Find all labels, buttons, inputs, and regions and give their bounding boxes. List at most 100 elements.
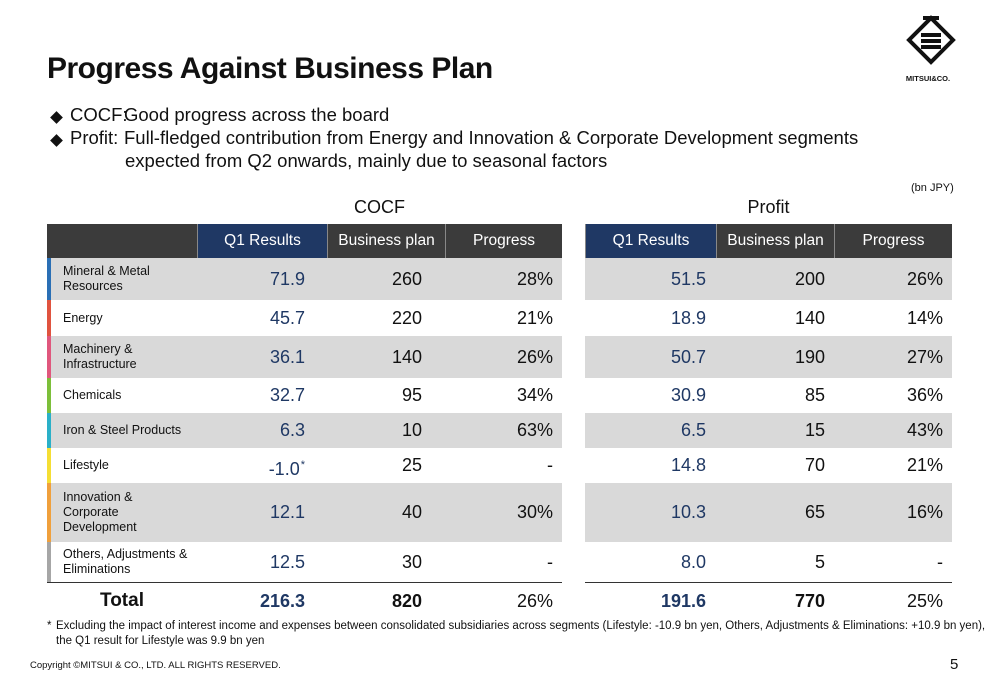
- segment-name: Lifestyle: [63, 458, 109, 472]
- cell: -: [834, 542, 943, 582]
- cell: 36.1: [197, 336, 305, 378]
- cell: 260: [327, 258, 422, 300]
- column-header: Progress: [834, 224, 952, 258]
- cell-value: 26%: [516, 347, 553, 367]
- cell: 27%: [834, 336, 943, 378]
- cell: 36%: [834, 378, 943, 413]
- footnote: Excluding the impact of interest income …: [56, 620, 986, 632]
- cell-value: -: [547, 552, 553, 572]
- cell-value: 45.7: [269, 308, 305, 328]
- row-bg: [47, 483, 562, 542]
- cell: 70: [716, 448, 825, 483]
- note-mark: *: [300, 459, 305, 471]
- total-cell: 770: [794, 591, 825, 611]
- bullet-text: expected from Q2 onwards, mainly due to …: [125, 150, 608, 171]
- cell: 6.5: [585, 413, 706, 448]
- cell: 30.9: [585, 378, 706, 413]
- segment-name: Energy: [63, 310, 103, 325]
- cell-value: 34%: [516, 385, 553, 405]
- cell-value: 30: [401, 552, 422, 572]
- segment-name: Machinery & Infrastructure: [63, 342, 137, 371]
- cell: 140: [327, 336, 422, 378]
- footnote: the Q1 result for Lifestyle was 9.9 bn y…: [56, 635, 265, 647]
- cell-value: 12.5: [269, 552, 305, 572]
- cell-value: 70: [804, 455, 825, 475]
- cell-value: 12.1: [269, 502, 305, 522]
- cell: 15: [716, 413, 825, 448]
- copyright: Copyright ©MITSUI & CO., LTD. ALL RIGHTS…: [30, 660, 281, 671]
- segment-color: [47, 542, 51, 582]
- cell-value: 15: [804, 420, 825, 440]
- segment-color: [47, 483, 51, 542]
- cell-value: 85: [804, 385, 825, 405]
- row-bg: [585, 483, 952, 542]
- cell: 30%: [445, 483, 553, 542]
- logo-text: MITSUI&CO.: [905, 74, 951, 83]
- total-cell: 216.3: [259, 591, 305, 611]
- cell-value: 140: [794, 308, 825, 328]
- segment-name: Iron & Steel Products: [63, 423, 182, 437]
- cell: 21%: [834, 448, 943, 483]
- total-label: Total: [100, 590, 144, 611]
- total-cell: 25%: [906, 591, 943, 611]
- column-header: Progress: [445, 224, 562, 258]
- cell-value: 65: [804, 502, 825, 522]
- group-title: COCF: [354, 197, 405, 217]
- bullet-text: Full-fledged contribution from Energy an…: [124, 127, 859, 148]
- cell: 10: [327, 413, 422, 448]
- cell: 16%: [834, 483, 943, 542]
- bullet-label: COCF:: [70, 104, 128, 125]
- column-header: Q1 Results: [197, 224, 327, 258]
- cell: 63%: [445, 413, 553, 448]
- total-cell: 191.6: [660, 591, 706, 611]
- cell-value: 36%: [906, 385, 943, 405]
- cell-value: 190: [794, 347, 825, 367]
- cell: 45.7: [197, 300, 305, 336]
- row-bg: [47, 413, 562, 448]
- cell-value: 10.3: [670, 502, 706, 522]
- cell: 14%: [834, 300, 943, 336]
- bullet-icon: [50, 134, 63, 147]
- row-bg: [585, 258, 952, 300]
- cell: 30: [327, 542, 422, 582]
- bullet-text: Good progress across the board: [124, 104, 390, 125]
- cell-value: 25: [401, 455, 422, 475]
- cell: -: [445, 448, 553, 483]
- segment-color: [47, 258, 51, 300]
- cell: 5: [716, 542, 825, 582]
- segment-name: Chemicals: [63, 388, 122, 402]
- segment-color: [47, 336, 51, 378]
- cell: 190: [716, 336, 825, 378]
- row-bg: [585, 413, 952, 448]
- total-line: [585, 582, 952, 583]
- cell: -: [445, 542, 553, 582]
- logo: [906, 15, 956, 65]
- column-header: Business plan: [327, 224, 445, 258]
- row-bg: [585, 336, 952, 378]
- segment-name: Innovation & Corporate Development: [63, 490, 137, 534]
- cell-value: 50.7: [670, 347, 706, 367]
- cell: 14.8: [585, 448, 706, 483]
- cell-value: 32.7: [269, 385, 305, 405]
- cell: 34%: [445, 378, 553, 413]
- cell-value: 63%: [516, 420, 553, 440]
- cell-value: 14.8: [670, 455, 706, 475]
- cell: 12.5: [197, 542, 305, 582]
- cell-value: 40: [401, 502, 422, 522]
- cell: 25: [327, 448, 422, 483]
- cell: 10.3: [585, 483, 706, 542]
- cell: 220: [327, 300, 422, 336]
- cell: 140: [716, 300, 825, 336]
- cell-value: 6.3: [279, 420, 305, 440]
- segment-color: [47, 413, 51, 448]
- unit: (bn JPY): [911, 182, 954, 194]
- cell: -1.0*: [197, 448, 305, 487]
- row-bg: [47, 336, 562, 378]
- cell-value: 260: [391, 269, 422, 289]
- cell-value: -: [937, 552, 943, 572]
- segment-color: [47, 378, 51, 413]
- cell: 26%: [445, 336, 553, 378]
- cell-value: 16%: [906, 502, 943, 522]
- total-cell: 820: [391, 591, 422, 611]
